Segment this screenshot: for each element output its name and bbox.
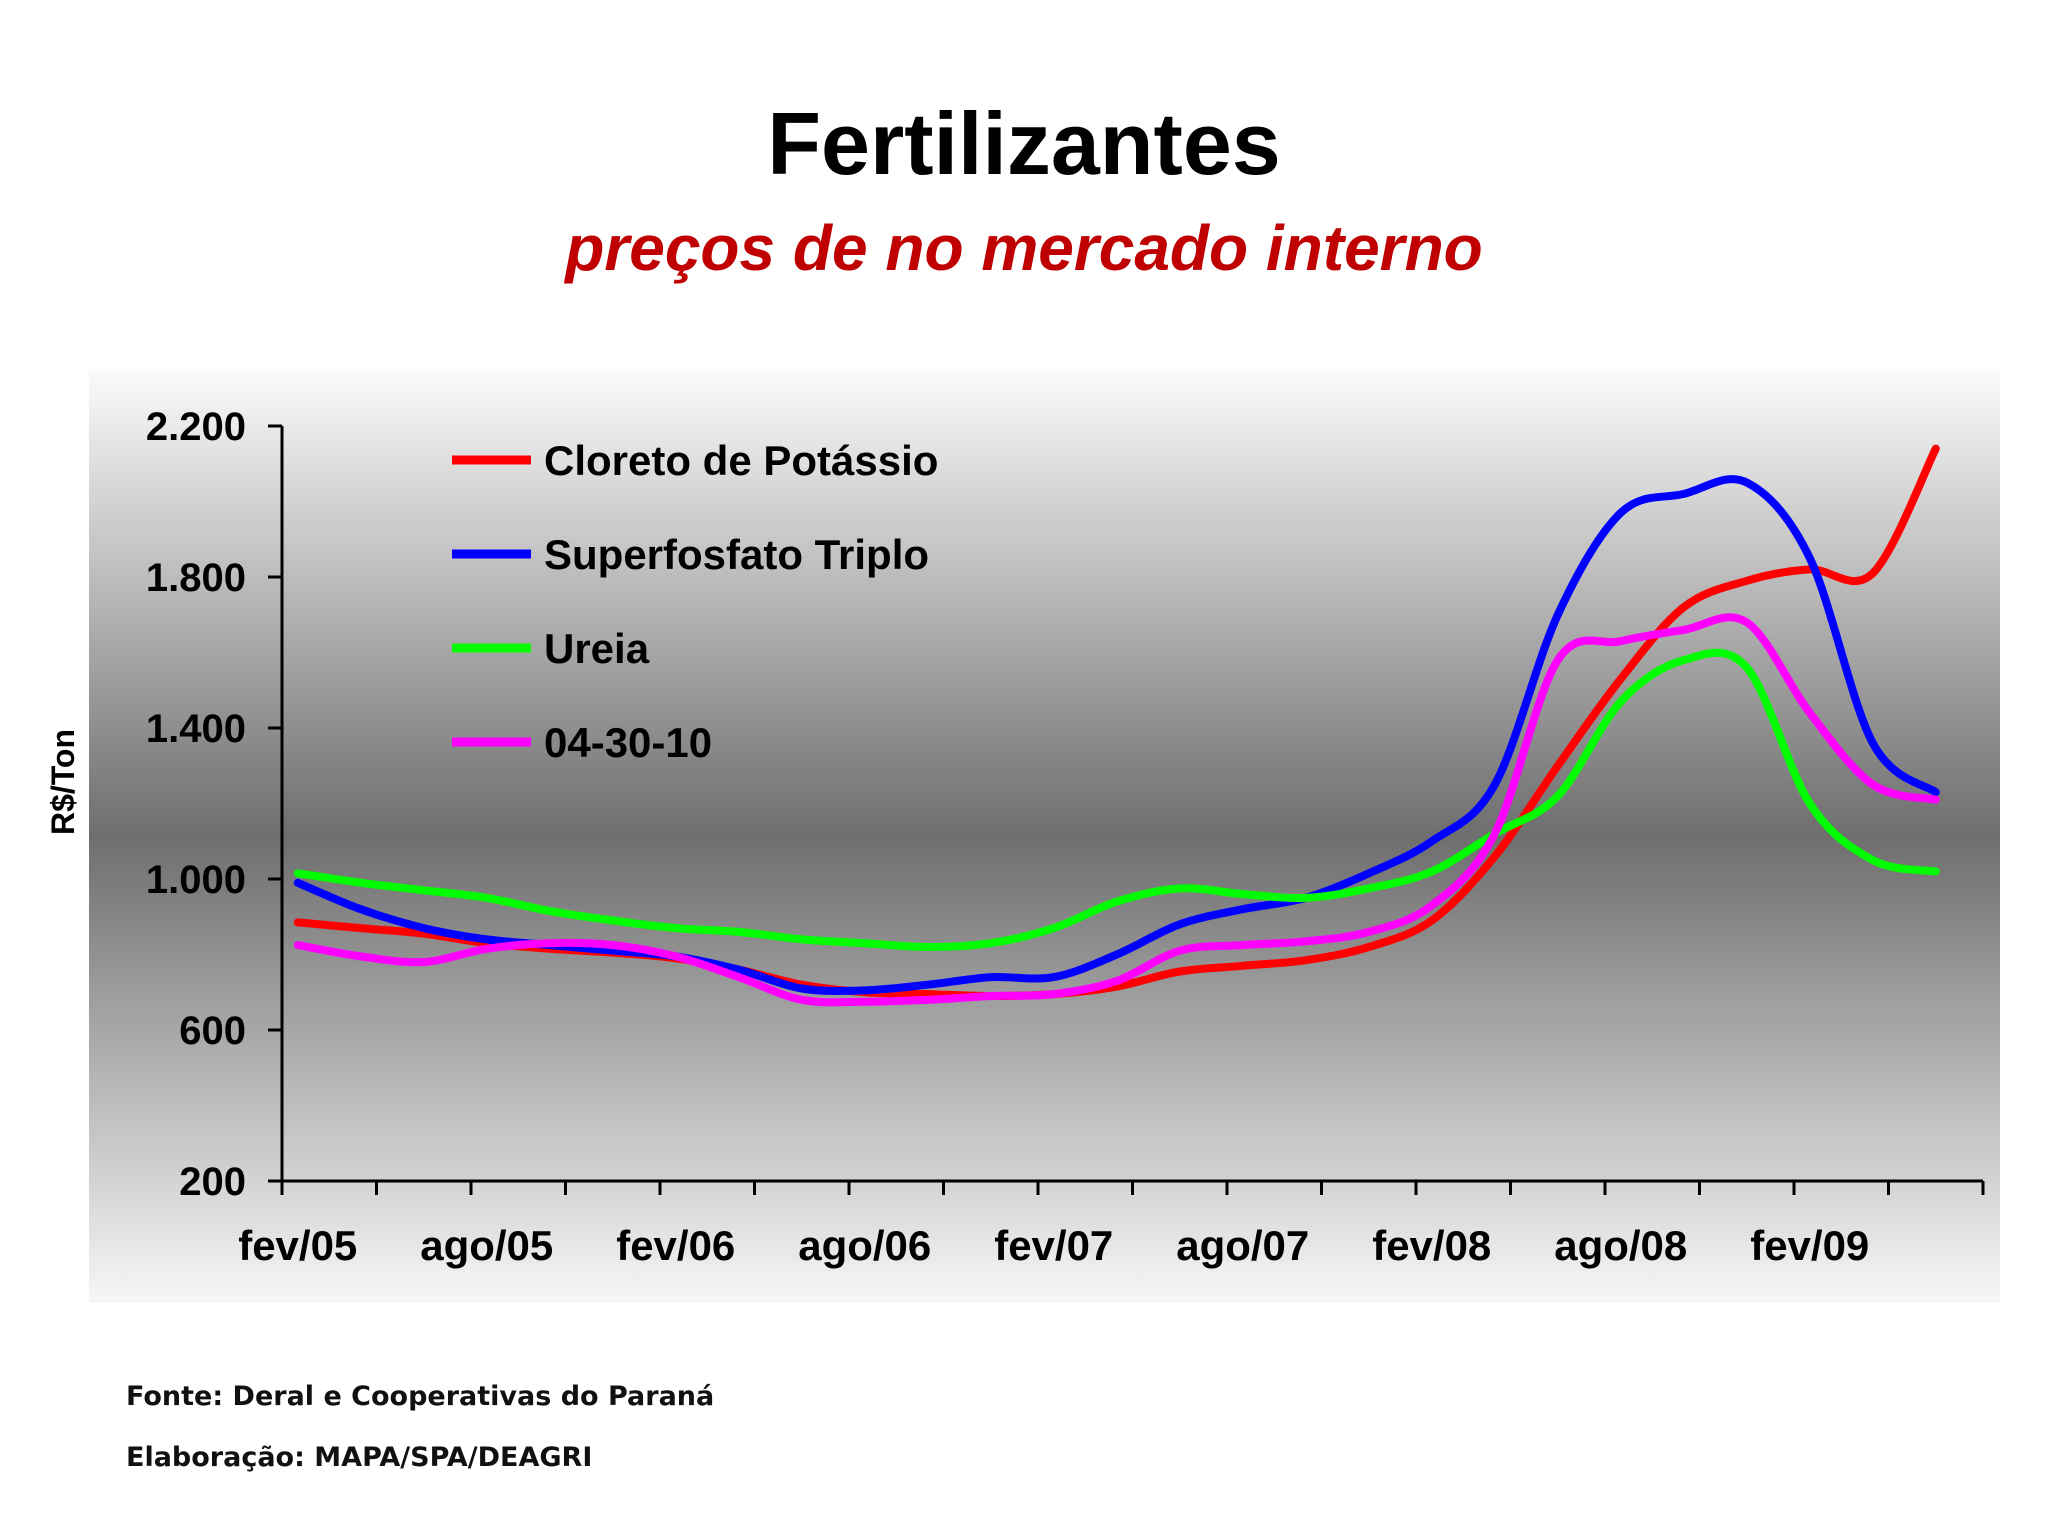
chart-subtitle: preços de no mercado interno [565,212,1483,284]
legend-label: 04-30-10 [544,719,712,766]
series-line-3 [293,648,1940,951]
y-tick-label: 200 [179,1160,246,1204]
y-tick-label: 600 [179,1009,246,1053]
x-tick-label: fev/07 [994,1222,1113,1269]
x-tick-label: ago/07 [1176,1222,1309,1269]
y-tick-label: 2.200 [146,405,246,449]
x-tick-label: fev/06 [616,1222,735,1269]
x-tick-label: ago/06 [798,1222,931,1269]
series-line-4 [293,613,1940,1007]
y-tick-label: 1.000 [146,858,246,902]
legend-label: Superfosfato Triplo [544,531,929,578]
y-axis-label: R$/Ton [45,729,81,835]
source-note: Fonte: Deral e Cooperativas do Paraná [126,1381,715,1412]
series-line-2 [293,475,1940,995]
credit-note: Elaboração: MAPA/SPA/DEAGRI [126,1442,593,1473]
x-tick-label: fev/08 [1372,1222,1491,1269]
x-tick-label: fev/09 [1750,1222,1869,1269]
series-lines [293,444,1940,1007]
chart-title: Fertilizantes [767,94,1281,193]
y-tick-label: 1.800 [146,556,246,600]
x-tick-label: ago/08 [1554,1222,1687,1269]
legend-label: Ureia [544,625,650,672]
y-tick-label: 1.400 [146,707,246,751]
legend-label: Cloreto de Potássio [544,437,938,484]
x-tick-label: fev/05 [238,1222,357,1269]
axes: 200 600 1.000 1.400 1.800 2.200 fev/05 ago/05 fe… [45,405,1985,1269]
plot-background [89,369,2000,1303]
x-tick-label: ago/05 [420,1222,553,1269]
legend: Cloreto de Potássio Superfosfato Triplo Ur… [452,437,938,766]
